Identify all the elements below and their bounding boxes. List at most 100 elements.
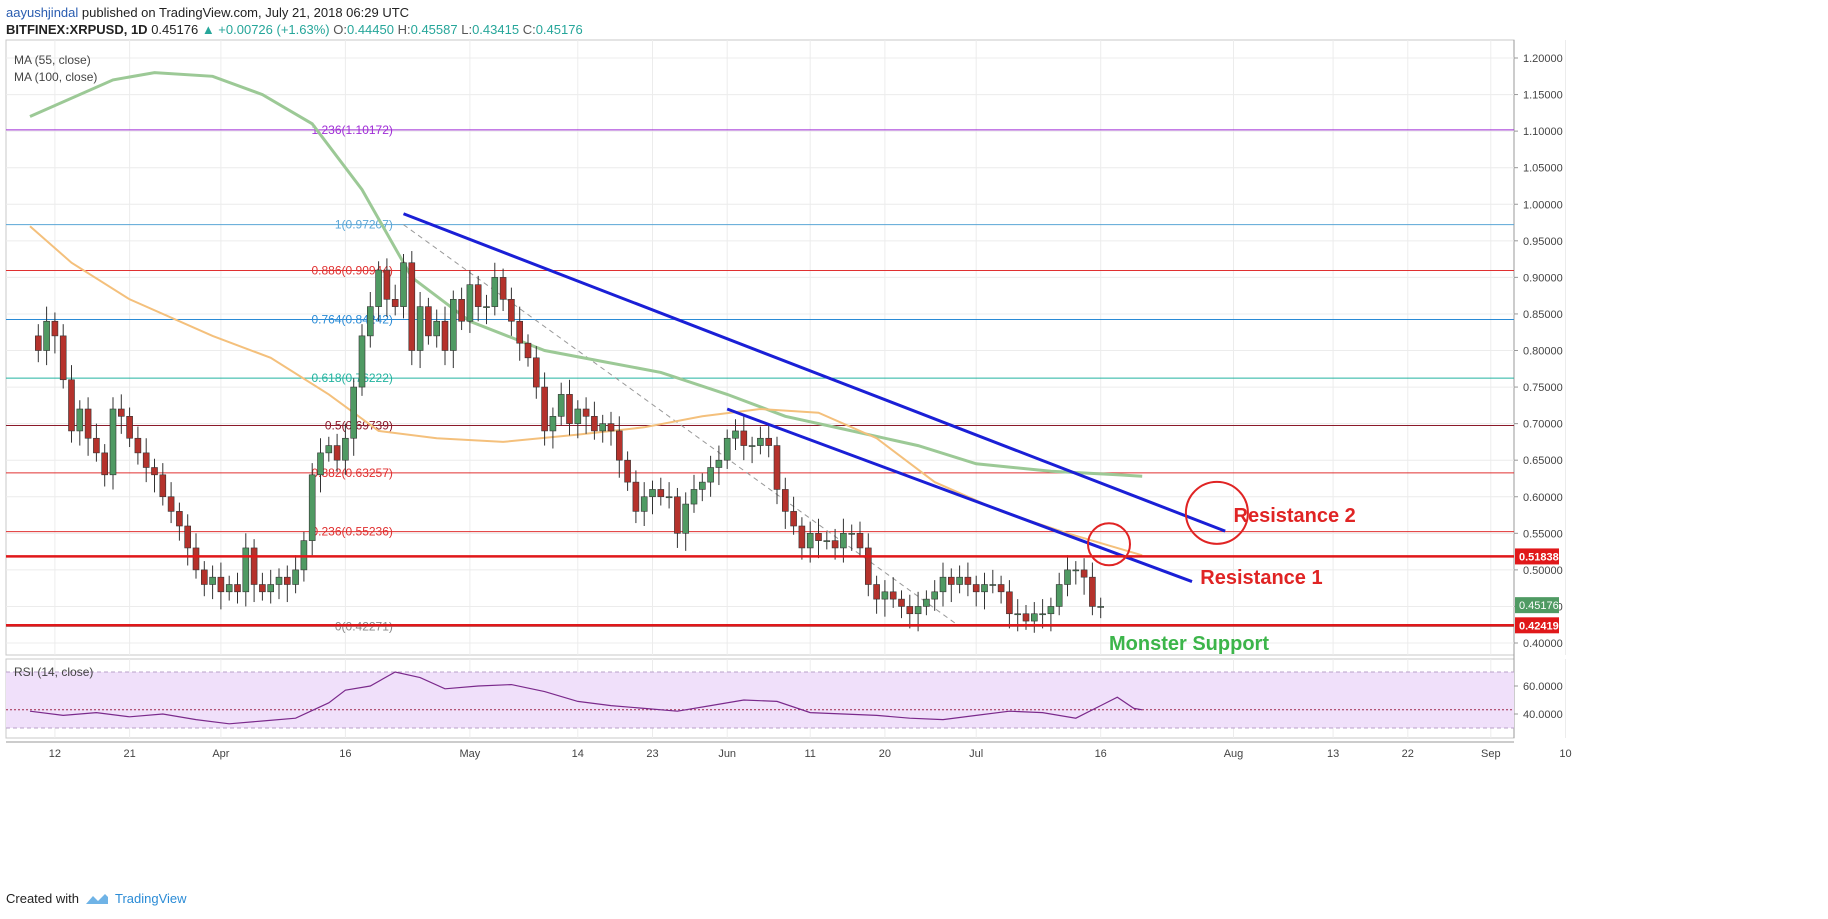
candle-up bbox=[1055, 584, 1063, 607]
tradingview-link[interactable]: TradingView bbox=[114, 891, 187, 906]
candle-down bbox=[615, 430, 623, 461]
candle-down bbox=[657, 489, 665, 498]
candle-down bbox=[68, 379, 75, 432]
candle-up bbox=[848, 533, 856, 535]
candle-down bbox=[499, 277, 507, 300]
candle-up bbox=[989, 584, 997, 586]
candle-down bbox=[134, 437, 142, 454]
footer: Created with TradingView bbox=[6, 891, 187, 906]
x-tick-label: 16 bbox=[1095, 748, 1107, 760]
key-level-axis-label: 0.42419 bbox=[1519, 620, 1559, 632]
candle-up bbox=[981, 584, 988, 593]
candle-down bbox=[126, 416, 133, 439]
x-tick-label: Jun bbox=[718, 748, 736, 760]
candle-down bbox=[541, 386, 548, 432]
candle-up bbox=[698, 481, 706, 490]
candle-down bbox=[566, 394, 573, 424]
candle-down bbox=[425, 306, 432, 337]
candle-up bbox=[76, 408, 84, 432]
x-tick-label: 21 bbox=[123, 748, 135, 760]
candle-up bbox=[1064, 569, 1071, 585]
last-price: 0.45176 bbox=[151, 22, 199, 37]
candle-down bbox=[972, 584, 980, 593]
candle-down bbox=[798, 525, 806, 549]
x-tick-label: 13 bbox=[1327, 748, 1339, 760]
y-tick-label: 1.15000 bbox=[1523, 90, 1563, 102]
candle-down bbox=[790, 511, 797, 527]
y-tick-label: 0.70000 bbox=[1523, 419, 1563, 431]
candle-up bbox=[308, 474, 316, 541]
key-level-axis-label: 0.51838 bbox=[1519, 551, 1559, 563]
candle-up bbox=[665, 496, 673, 499]
candle-down bbox=[184, 525, 191, 549]
y-tick-label: 1.20000 bbox=[1523, 53, 1563, 65]
candle-down bbox=[516, 320, 524, 344]
candle-up bbox=[292, 569, 299, 585]
last-price-axis-label: 0.45176 bbox=[1519, 600, 1559, 612]
fib-level-label: 0.618(0.76222) bbox=[311, 371, 392, 385]
candle-down bbox=[383, 269, 391, 300]
candle-up bbox=[275, 576, 283, 585]
candle-up bbox=[723, 437, 731, 461]
candle-down bbox=[591, 416, 598, 432]
candle-up bbox=[690, 489, 698, 505]
candle-down bbox=[906, 606, 914, 615]
candle-down bbox=[151, 467, 158, 476]
candle-up bbox=[682, 503, 690, 534]
candle-down bbox=[408, 262, 416, 351]
candle-down bbox=[765, 437, 773, 446]
ma55-line bbox=[29, 71, 1143, 478]
x-tick-label: Aug bbox=[1224, 748, 1244, 760]
author-link[interactable]: aayushjindal bbox=[6, 5, 79, 20]
candle-down bbox=[93, 437, 100, 454]
candle-down bbox=[1022, 613, 1030, 622]
x-tick-label: Sep bbox=[1481, 748, 1501, 760]
symbol-label: BITFINEX:XRPUSD, 1D bbox=[6, 22, 148, 37]
tradingview-logo-icon bbox=[85, 893, 108, 904]
candle-down bbox=[1006, 591, 1013, 615]
candle-up bbox=[649, 489, 656, 498]
candle-up bbox=[757, 437, 764, 446]
candle-down bbox=[159, 474, 167, 498]
open-label: O: bbox=[333, 22, 347, 37]
candle-up bbox=[366, 306, 374, 337]
fib-level-label: 0.236(0.55236) bbox=[311, 525, 392, 539]
candle-down bbox=[773, 445, 781, 490]
candle-up bbox=[416, 306, 424, 351]
y-tick-label: 0.95000 bbox=[1523, 236, 1563, 248]
y-tick-label: 0.75000 bbox=[1523, 382, 1563, 394]
resistance-annotation: Resistance 1 bbox=[1200, 567, 1322, 589]
candle-down bbox=[964, 576, 972, 585]
candle-down bbox=[947, 576, 955, 585]
candle-up bbox=[881, 591, 889, 600]
candle-down bbox=[192, 547, 200, 571]
candle-up bbox=[840, 533, 847, 549]
x-tick-label: 20 bbox=[879, 748, 891, 760]
ma100-legend: MA (100, close) bbox=[14, 70, 97, 84]
candle-up bbox=[358, 335, 366, 388]
candle-down bbox=[674, 496, 681, 534]
x-tick-label: Jul bbox=[969, 748, 983, 760]
low-value: 0.43415 bbox=[472, 22, 520, 37]
fib-level-label: 0.382(0.63257) bbox=[311, 466, 392, 480]
low-label: L: bbox=[461, 22, 473, 37]
candle-up bbox=[599, 423, 607, 432]
candle-up bbox=[956, 576, 963, 585]
candle-down bbox=[201, 569, 208, 585]
candle-up bbox=[449, 299, 457, 351]
ohlc-line: BITFINEX:XRPUSD, 1D 0.45176 ▲ +0.00726 (… bbox=[6, 22, 583, 37]
key-level-axis-badge bbox=[1515, 548, 1559, 565]
candle-up bbox=[43, 320, 50, 351]
key-level-axis-badge bbox=[1515, 617, 1559, 634]
fib-level-label: 0.764(0.84242) bbox=[311, 312, 392, 326]
candle-up bbox=[715, 459, 723, 468]
candle-up bbox=[225, 584, 233, 593]
candle-down bbox=[815, 533, 822, 541]
candle-up bbox=[923, 598, 930, 607]
candle-up bbox=[1047, 606, 1055, 615]
candle-up bbox=[1097, 606, 1104, 608]
candle-up bbox=[914, 606, 922, 615]
candle-up bbox=[732, 430, 739, 439]
candle-down bbox=[51, 320, 59, 337]
